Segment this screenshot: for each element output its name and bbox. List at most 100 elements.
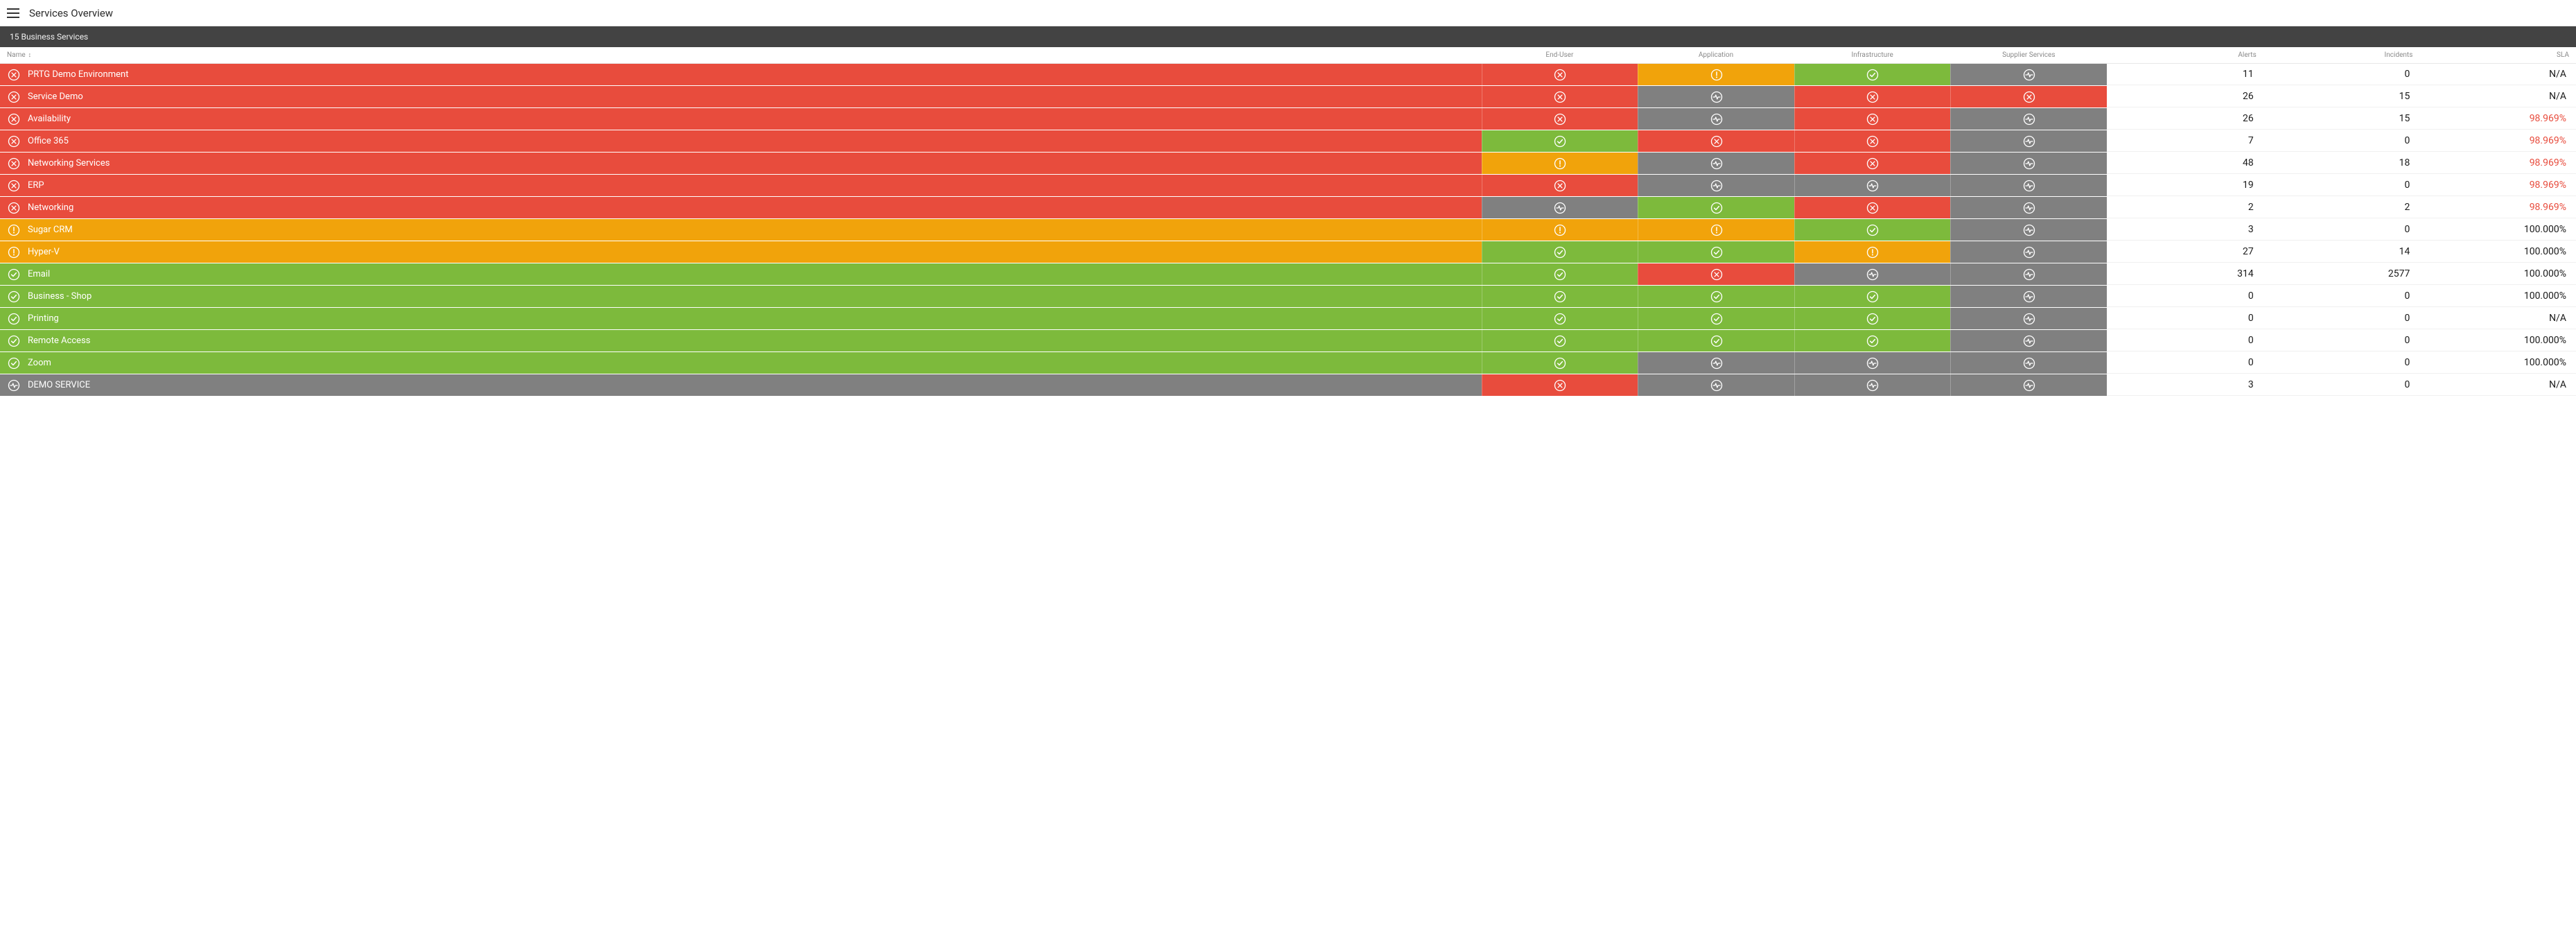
- supplier-status-cell[interactable]: [1950, 241, 2107, 263]
- end-user-status-cell[interactable]: [1482, 175, 1638, 196]
- incidents-cell[interactable]: 0: [2263, 308, 2420, 329]
- infrastructure-status-cell[interactable]: [1794, 286, 1951, 307]
- service-name-cell[interactable]: Printing: [0, 308, 1482, 329]
- application-status-cell[interactable]: [1638, 175, 1794, 196]
- supplier-status-cell[interactable]: [1950, 286, 2107, 307]
- infrastructure-status-cell[interactable]: [1794, 352, 1951, 374]
- application-status-cell[interactable]: [1638, 197, 1794, 218]
- table-row[interactable]: Sugar CRM30100.000%: [0, 219, 2576, 241]
- incidents-cell[interactable]: 0: [2263, 175, 2420, 196]
- application-status-cell[interactable]: [1638, 108, 1794, 130]
- incidents-cell[interactable]: 15: [2263, 86, 2420, 107]
- service-name-cell[interactable]: Networking: [0, 197, 1482, 218]
- sla-cell[interactable]: 98.969%: [2419, 175, 2576, 196]
- service-name-cell[interactable]: Zoom: [0, 352, 1482, 374]
- table-row[interactable]: Networking2298.969%: [0, 197, 2576, 219]
- table-row[interactable]: Email3142577100.000%: [0, 263, 2576, 286]
- table-row[interactable]: Availability261598.969%: [0, 108, 2576, 130]
- alerts-cell[interactable]: 11: [2107, 64, 2263, 85]
- alerts-cell[interactable]: 3: [2107, 219, 2263, 241]
- infrastructure-status-cell[interactable]: [1794, 197, 1951, 218]
- end-user-status-cell[interactable]: [1482, 64, 1638, 85]
- end-user-status-cell[interactable]: [1482, 352, 1638, 374]
- alerts-cell[interactable]: 26: [2107, 108, 2263, 130]
- sla-cell[interactable]: 100.000%: [2419, 352, 2576, 374]
- infrastructure-status-cell[interactable]: [1794, 263, 1951, 285]
- sla-cell[interactable]: N/A: [2419, 64, 2576, 85]
- supplier-status-cell[interactable]: [1950, 108, 2107, 130]
- infrastructure-status-cell[interactable]: [1794, 241, 1951, 263]
- application-status-cell[interactable]: [1638, 330, 1794, 351]
- incidents-cell[interactable]: 0: [2263, 330, 2420, 351]
- col-incidents[interactable]: Incidents: [2263, 47, 2420, 63]
- incidents-cell[interactable]: 0: [2263, 130, 2420, 152]
- sla-cell[interactable]: 100.000%: [2419, 263, 2576, 285]
- sla-cell[interactable]: 100.000%: [2419, 219, 2576, 241]
- table-row[interactable]: Office 365 7098.969%: [0, 130, 2576, 153]
- application-status-cell[interactable]: [1638, 219, 1794, 241]
- table-row[interactable]: DEMO SERVICE30N/A: [0, 374, 2576, 397]
- infrastructure-status-cell[interactable]: [1794, 219, 1951, 241]
- service-name-cell[interactable]: Availability: [0, 108, 1482, 130]
- incidents-cell[interactable]: 0: [2263, 286, 2420, 307]
- end-user-status-cell[interactable]: [1482, 219, 1638, 241]
- sla-cell[interactable]: N/A: [2419, 308, 2576, 329]
- alerts-cell[interactable]: 7: [2107, 130, 2263, 152]
- application-status-cell[interactable]: [1638, 286, 1794, 307]
- supplier-status-cell[interactable]: [1950, 374, 2107, 396]
- supplier-status-cell[interactable]: [1950, 308, 2107, 329]
- incidents-cell[interactable]: 15: [2263, 108, 2420, 130]
- service-name-cell[interactable]: DEMO SERVICE: [0, 374, 1482, 396]
- application-status-cell[interactable]: [1638, 153, 1794, 174]
- alerts-cell[interactable]: 27: [2107, 241, 2263, 263]
- service-name-cell[interactable]: Hyper-V: [0, 241, 1482, 263]
- col-sla[interactable]: SLA: [2419, 47, 2576, 63]
- supplier-status-cell[interactable]: [1950, 219, 2107, 241]
- infrastructure-status-cell[interactable]: [1794, 86, 1951, 107]
- supplier-status-cell[interactable]: [1950, 175, 2107, 196]
- application-status-cell[interactable]: [1638, 241, 1794, 263]
- application-status-cell[interactable]: [1638, 86, 1794, 107]
- alerts-cell[interactable]: 0: [2107, 286, 2263, 307]
- sla-cell[interactable]: N/A: [2419, 374, 2576, 396]
- application-status-cell[interactable]: [1638, 374, 1794, 396]
- supplier-status-cell[interactable]: [1950, 263, 2107, 285]
- sla-cell[interactable]: 98.969%: [2419, 130, 2576, 152]
- service-name-cell[interactable]: ERP: [0, 175, 1482, 196]
- infrastructure-status-cell[interactable]: [1794, 108, 1951, 130]
- infrastructure-status-cell[interactable]: [1794, 374, 1951, 396]
- table-row[interactable]: PRTG Demo Environment 110N/A: [0, 64, 2576, 86]
- col-infrastructure[interactable]: Infrastructure: [1794, 47, 1951, 63]
- incidents-cell[interactable]: 2577: [2263, 263, 2420, 285]
- end-user-status-cell[interactable]: [1482, 263, 1638, 285]
- incidents-cell[interactable]: 2: [2263, 197, 2420, 218]
- table-row[interactable]: Zoom00100.000%: [0, 352, 2576, 374]
- table-row[interactable]: Hyper-V2714100.000%: [0, 241, 2576, 263]
- end-user-status-cell[interactable]: [1482, 153, 1638, 174]
- service-name-cell[interactable]: Office 365: [0, 130, 1482, 152]
- sla-cell[interactable]: N/A: [2419, 86, 2576, 107]
- service-name-cell[interactable]: Networking Services: [0, 153, 1482, 174]
- end-user-status-cell[interactable]: [1482, 308, 1638, 329]
- alerts-cell[interactable]: 48: [2107, 153, 2263, 174]
- service-name-cell[interactable]: Business - Shop: [0, 286, 1482, 307]
- table-row[interactable]: ERP19098.969%: [0, 175, 2576, 197]
- supplier-status-cell[interactable]: [1950, 86, 2107, 107]
- supplier-status-cell[interactable]: [1950, 153, 2107, 174]
- incidents-cell[interactable]: 0: [2263, 219, 2420, 241]
- col-alerts[interactable]: Alerts: [2107, 47, 2263, 63]
- col-supplier[interactable]: Supplier Services: [1950, 47, 2107, 63]
- table-row[interactable]: Networking Services481898.969%: [0, 153, 2576, 175]
- application-status-cell[interactable]: [1638, 64, 1794, 85]
- table-row[interactable]: Remote Access00100.000%: [0, 330, 2576, 352]
- service-name-cell[interactable]: PRTG Demo Environment: [0, 64, 1482, 85]
- supplier-status-cell[interactable]: [1950, 330, 2107, 351]
- incidents-cell[interactable]: 0: [2263, 64, 2420, 85]
- incidents-cell[interactable]: 0: [2263, 352, 2420, 374]
- sla-cell[interactable]: 100.000%: [2419, 330, 2576, 351]
- incidents-cell[interactable]: 0: [2263, 374, 2420, 396]
- alerts-cell[interactable]: 2: [2107, 197, 2263, 218]
- infrastructure-status-cell[interactable]: [1794, 175, 1951, 196]
- sla-cell[interactable]: 100.000%: [2419, 241, 2576, 263]
- table-row[interactable]: Business - Shop00100.000%: [0, 286, 2576, 308]
